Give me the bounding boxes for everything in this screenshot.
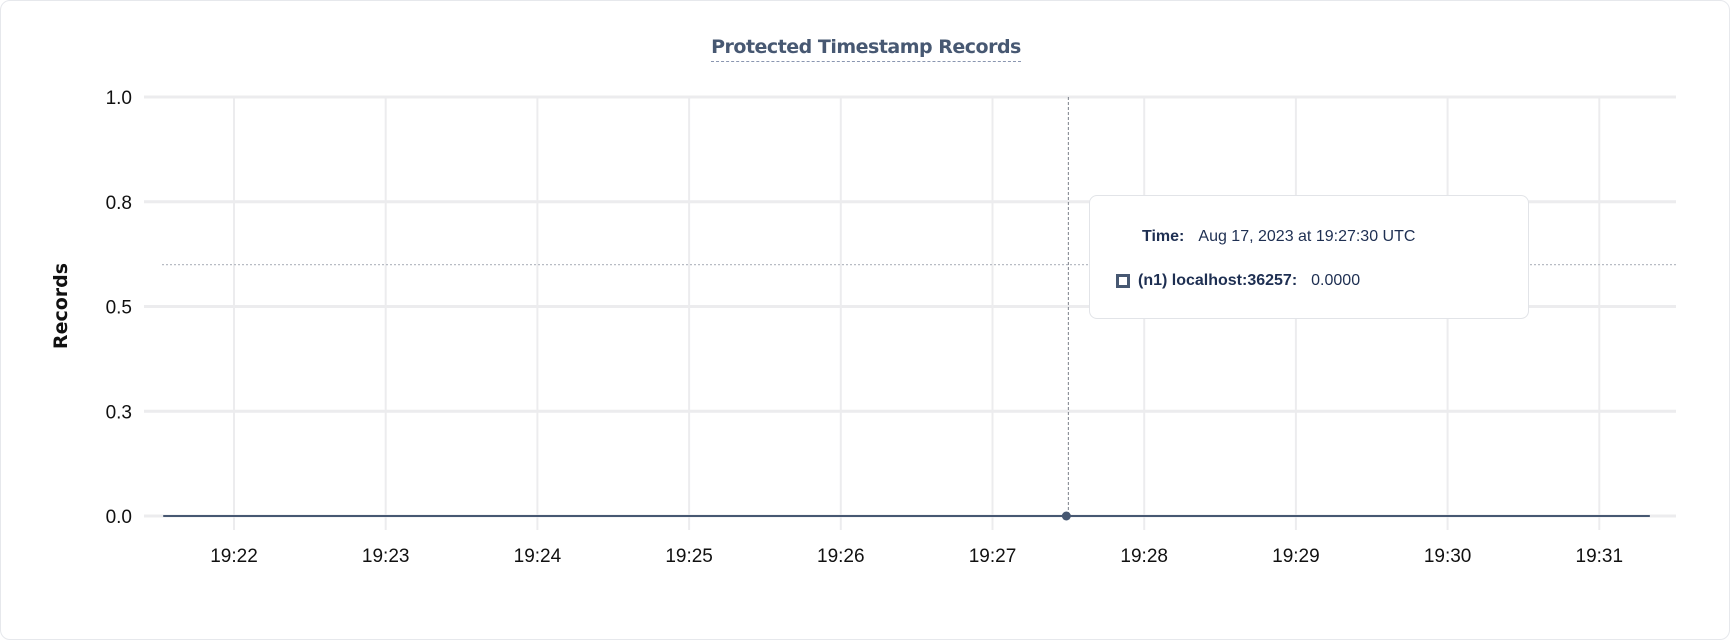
tooltip-time-label: Time: — [1142, 228, 1185, 245]
chart-title-wrap: Protected Timestamp Records — [0, 36, 1732, 62]
tooltip-series-value: 0.0000 — [1311, 272, 1361, 289]
tooltip-time-value: Aug 17, 2023 at 19:27:30 UTC — [1198, 228, 1416, 245]
y-tick-label: 0.5 — [106, 298, 132, 319]
x-tick-label: 19:30 — [1424, 546, 1472, 567]
x-tick-label: 19:22 — [210, 546, 258, 567]
hover-point — [1061, 511, 1071, 521]
chart-tooltip: Time: Aug 17, 2023 at 19:27:30 UTC (n1) l… — [1089, 195, 1529, 319]
y-tick-label: 1.0 — [106, 88, 132, 109]
x-tick-label: 19:25 — [665, 546, 713, 567]
x-tick-label: 19:31 — [1576, 546, 1624, 567]
x-tick-label: 19:24 — [514, 546, 562, 567]
x-tick-label: 19:28 — [1120, 546, 1168, 567]
chart-title[interactable]: Protected Timestamp Records — [711, 36, 1021, 62]
series-swatch-icon — [1116, 274, 1130, 288]
y-tick-label: 0.0 — [106, 507, 132, 528]
y-tick-label: 0.8 — [106, 193, 132, 214]
y-tick-label: 0.3 — [106, 402, 132, 423]
y-axis-label: Records — [50, 263, 72, 349]
x-tick-label: 19:29 — [1272, 546, 1320, 567]
tooltip-series-label: (n1) localhost:36257: — [1138, 272, 1298, 289]
x-tick-label: 19:27 — [969, 546, 1017, 567]
x-tick-label: 19:26 — [817, 546, 865, 567]
x-tick-label: 19:23 — [362, 546, 410, 567]
